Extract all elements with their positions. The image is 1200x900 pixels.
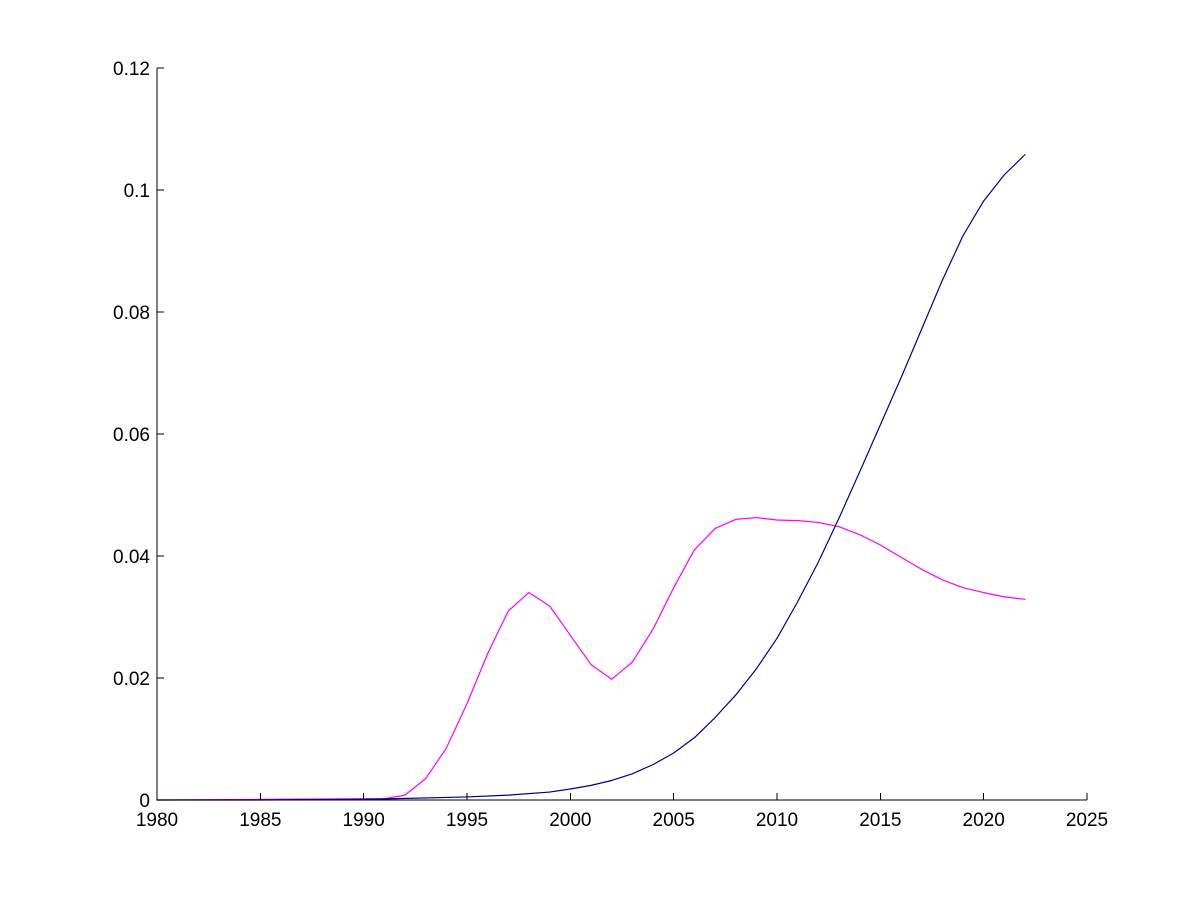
x-tick-label: 2015 <box>859 810 901 831</box>
x-tick-label: 2005 <box>653 810 695 831</box>
x-tick-label: 1980 <box>136 810 178 831</box>
y-tick-label: 0.06 <box>113 425 150 446</box>
series-layer <box>156 154 1026 801</box>
y-tick-label: 0.08 <box>113 303 150 324</box>
y-tick-label: 0 <box>139 791 150 812</box>
x-tick-label: 2010 <box>756 810 798 831</box>
axes-layer <box>156 68 1087 801</box>
series-line-1 <box>156 516 1026 801</box>
x-tick-label: 1985 <box>239 810 281 831</box>
series-line-2 <box>156 154 1026 801</box>
x-tick-label: 2000 <box>549 810 591 831</box>
x-tick-label: 2025 <box>1066 810 1108 831</box>
y-tick-label: 0.1 <box>124 181 150 202</box>
y-tick-label: 0.02 <box>113 669 150 690</box>
x-tick-label: 2020 <box>963 810 1005 831</box>
x-tick-label: 1995 <box>446 810 488 831</box>
x-tick-label: 1990 <box>343 810 385 831</box>
y-tick-label: 0.12 <box>113 59 150 80</box>
y-tick-label: 0.04 <box>113 547 150 568</box>
ticks-layer: 1980 1985 1990 1995 2000 2005 2010 2015 2020 2025… <box>113 59 1108 831</box>
